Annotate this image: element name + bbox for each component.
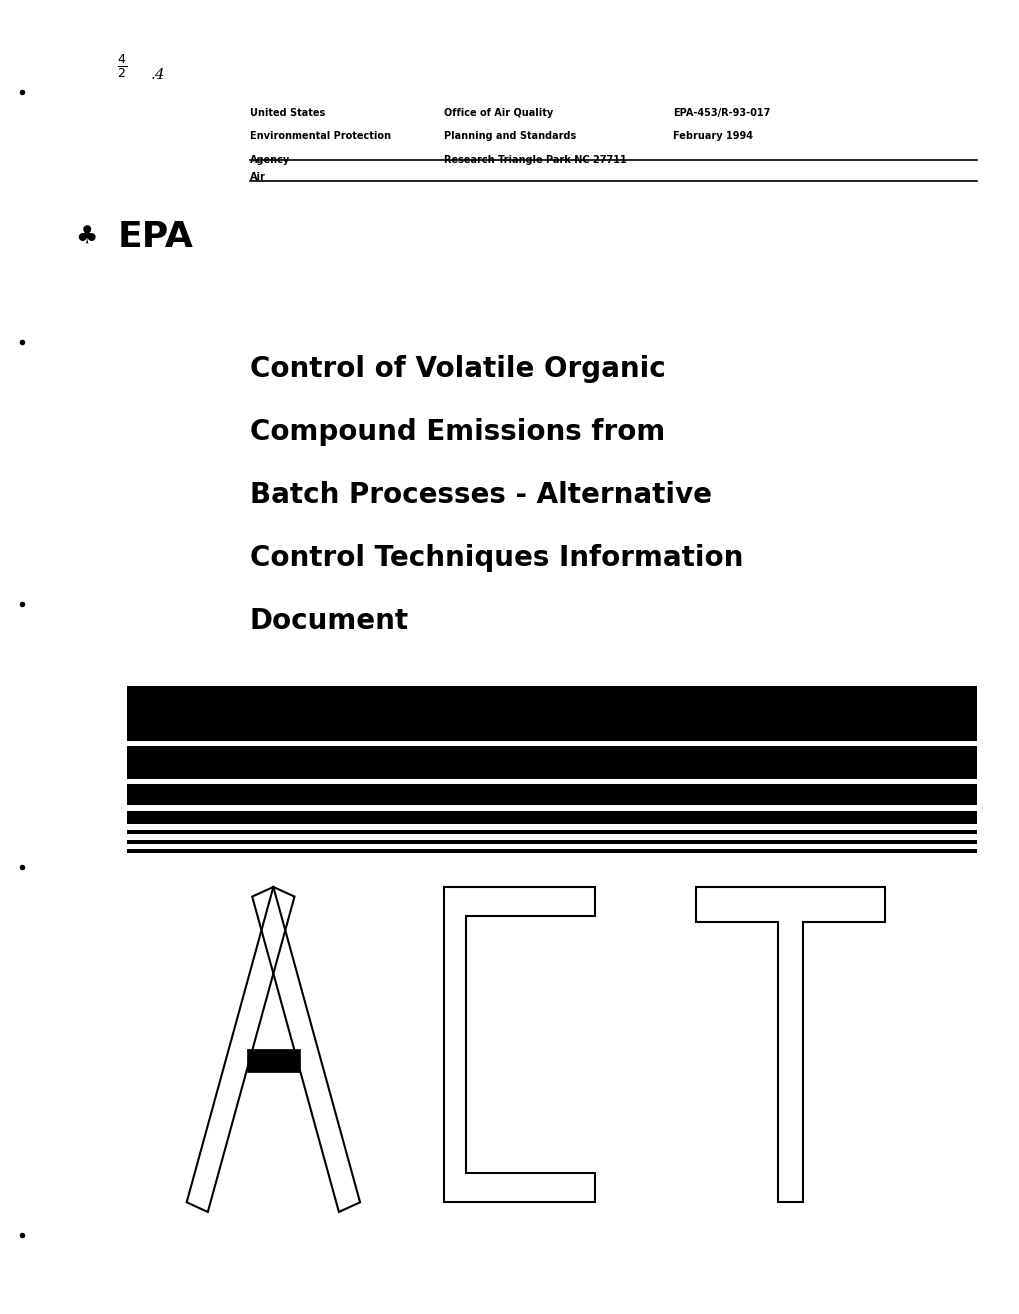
Text: Agency: Agency [250, 155, 289, 166]
Text: Air: Air [250, 172, 266, 183]
Text: Batch Processes - Alternative: Batch Processes - Alternative [250, 481, 711, 509]
Text: Office of Air Quality: Office of Air Quality [443, 108, 552, 118]
Text: $\frac{4}{2}$: $\frac{4}{2}$ [117, 53, 127, 80]
Text: United States: United States [250, 108, 325, 118]
Text: Document: Document [250, 607, 409, 635]
Bar [127, 784, 976, 805]
Bar [127, 811, 976, 824]
Text: Research Triangle Park NC 27711: Research Triangle Park NC 27711 [443, 155, 626, 166]
Text: Compound Emissions from: Compound Emissions from [250, 418, 664, 445]
Polygon shape [247, 1049, 300, 1072]
Text: Control of Volatile Organic: Control of Volatile Organic [250, 355, 665, 382]
Bar [127, 746, 976, 779]
Text: EPA-453/R-93-017: EPA-453/R-93-017 [673, 108, 769, 118]
Bar [127, 686, 976, 741]
Text: Environmental Protection: Environmental Protection [250, 131, 390, 142]
Bar [127, 849, 976, 853]
Text: February 1994: February 1994 [673, 131, 752, 142]
Text: Planning and Standards: Planning and Standards [443, 131, 576, 142]
Text: EPA: EPA [117, 219, 193, 254]
Bar [127, 830, 976, 834]
Bar [127, 840, 976, 844]
Text: Control Techniques Information: Control Techniques Information [250, 544, 743, 572]
Text: ♣: ♣ [75, 225, 98, 248]
Text: .4: .4 [151, 68, 165, 83]
